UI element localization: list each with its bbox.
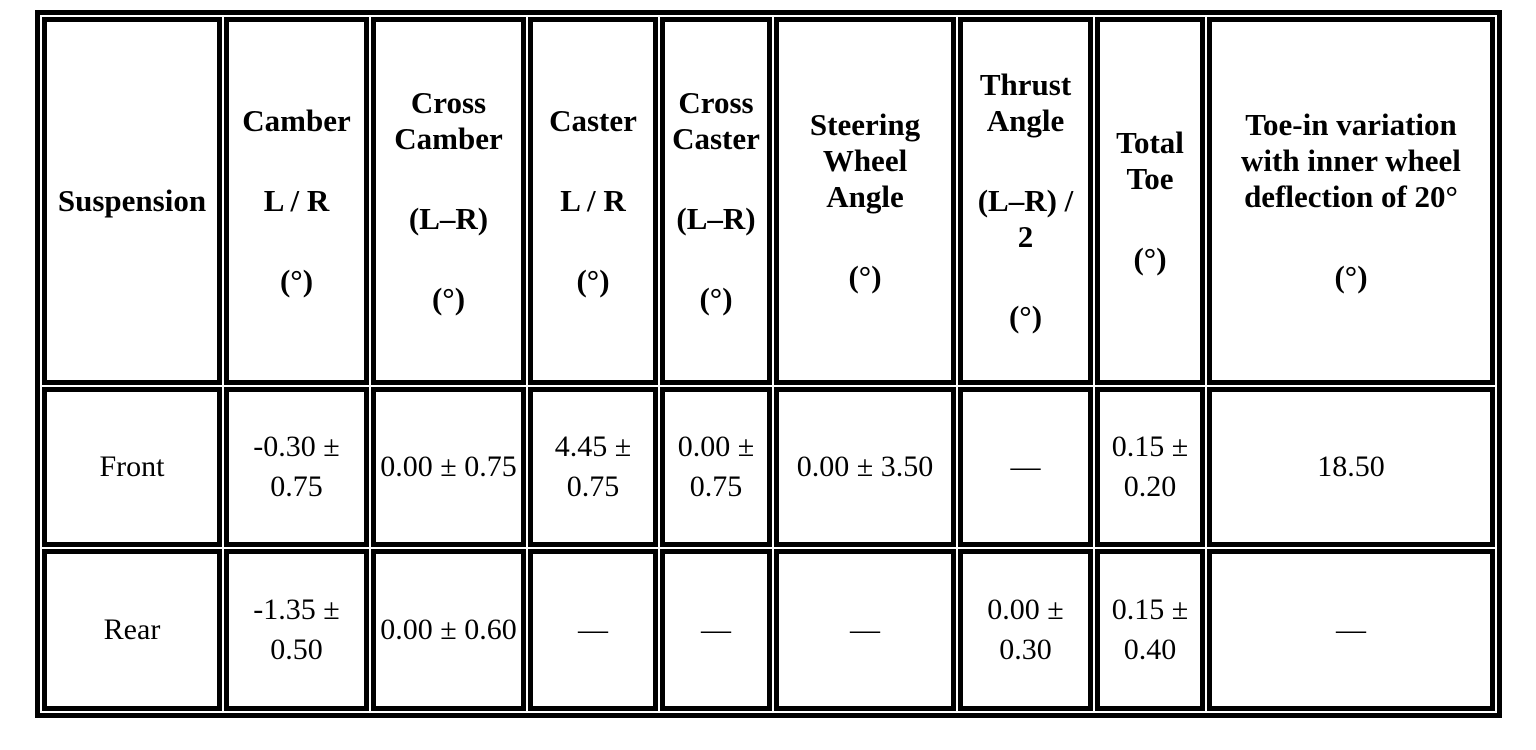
header-text: Toe-in variation with inner wheel deflec… — [1241, 107, 1461, 214]
header-unit: (°) — [699, 280, 733, 316]
header-text: Cross Caster — [672, 85, 760, 157]
cell-rear-cross-caster: — — [660, 549, 772, 711]
header-subtext: L / R — [263, 183, 330, 219]
cell-value: 18.50 — [1317, 449, 1385, 483]
cell-value: 0.00 ± 0.75 — [380, 449, 517, 483]
cell-value: -0.30 ± 0.75 — [253, 429, 340, 504]
header-cell-total-toe: Total Toe (°) — [1095, 17, 1205, 385]
header-cell-toe-in-variation: Toe-in variation with inner wheel deflec… — [1207, 17, 1495, 385]
header-cell-steering-wheel-angle: Steering Wheel Angle (°) — [774, 17, 956, 385]
cell-value: — — [701, 612, 731, 646]
cell-value: -1.35 ± 0.50 — [253, 592, 340, 667]
header-text: Total Toe — [1116, 125, 1184, 197]
header-cell-caster: Caster L / R (°) — [528, 17, 658, 385]
cell-front-caster: 4.45 ± 0.75 — [528, 387, 658, 547]
header-unit: (°) — [431, 280, 466, 316]
header-subtext: (L–R) — [408, 201, 489, 236]
header-text: Suspension — [57, 183, 207, 219]
cell-front-thrust-angle: — — [958, 387, 1093, 547]
cell-value: 0.00 ± 3.50 — [796, 449, 934, 483]
header-cell-cross-caster: Cross Caster (L–R) (°) — [660, 17, 772, 385]
cell-value: — — [1010, 449, 1041, 483]
cell-value: — — [578, 612, 608, 646]
cell-rear-cross-camber: 0.00 ± 0.60 — [371, 549, 526, 711]
cell-value: — — [1336, 612, 1366, 646]
cell-rear-thrust-angle: 0.00 ± 0.30 — [958, 549, 1093, 711]
header-unit: (°) — [848, 258, 882, 294]
cell-value: — — [850, 612, 880, 646]
cell-front-toe-in-variation: 18.50 — [1207, 387, 1495, 547]
header-text: Cross Camber — [394, 85, 503, 157]
cell-value: 0.00 ± 0.75 — [677, 429, 755, 504]
header-text: Caster — [549, 103, 637, 139]
cell-rear-camber: -1.35 ± 0.50 — [224, 549, 369, 711]
header-cell-suspension: Suspension — [42, 17, 222, 385]
header-subtext: (L–R) / 2 — [977, 183, 1074, 254]
cell-value: 0.00 ± 0.30 — [987, 592, 1064, 667]
header-text: Camber — [242, 103, 351, 139]
header-unit: (°) — [1334, 258, 1368, 294]
cell-value: 0.15 ± 0.20 — [1111, 429, 1189, 504]
cell-rear-caster: — — [528, 549, 658, 711]
row-label-rear: Rear — [42, 549, 222, 711]
header-text: Steering Wheel Angle — [809, 107, 921, 214]
cell-front-cross-camber: 0.00 ± 0.75 — [371, 387, 526, 547]
suspension-alignment-table: Suspension Camber L / R (°) Cross Camber… — [35, 10, 1502, 718]
header-unit: (°) — [1133, 240, 1167, 276]
header-unit: (°) — [279, 262, 314, 298]
cell-front-camber: -0.30 ± 0.75 — [224, 387, 369, 547]
cell-front-total-toe: 0.15 ± 0.20 — [1095, 387, 1205, 547]
cell-value: 4.45 ± 0.75 — [554, 429, 632, 504]
cell-value: 0.15 ± 0.40 — [1111, 592, 1189, 667]
cell-rear-steering-wheel-angle: — — [774, 549, 956, 711]
header-subtext: L / R — [560, 183, 626, 219]
cell-front-steering-wheel-angle: 0.00 ± 3.50 — [774, 387, 956, 547]
cell-rear-toe-in-variation: — — [1207, 549, 1495, 711]
row-label-front: Front — [42, 387, 222, 547]
row-label-text: Front — [99, 449, 165, 483]
cell-front-cross-caster: 0.00 ± 0.75 — [660, 387, 772, 547]
header-cell-thrust-angle: Thrust Angle (L–R) / 2 (°) — [958, 17, 1093, 385]
cell-value: 0.00 ± 0.60 — [380, 612, 517, 646]
header-subtext: (L–R) — [676, 201, 756, 236]
header-unit: (°) — [576, 262, 610, 298]
header-unit: (°) — [1008, 298, 1043, 334]
header-cell-camber: Camber L / R (°) — [224, 17, 369, 385]
header-cell-cross-camber: Cross Camber (L–R) (°) — [371, 17, 526, 385]
header-text: Thrust Angle — [979, 67, 1072, 139]
row-label-text: Rear — [103, 612, 161, 646]
cell-rear-total-toe: 0.15 ± 0.40 — [1095, 549, 1205, 711]
